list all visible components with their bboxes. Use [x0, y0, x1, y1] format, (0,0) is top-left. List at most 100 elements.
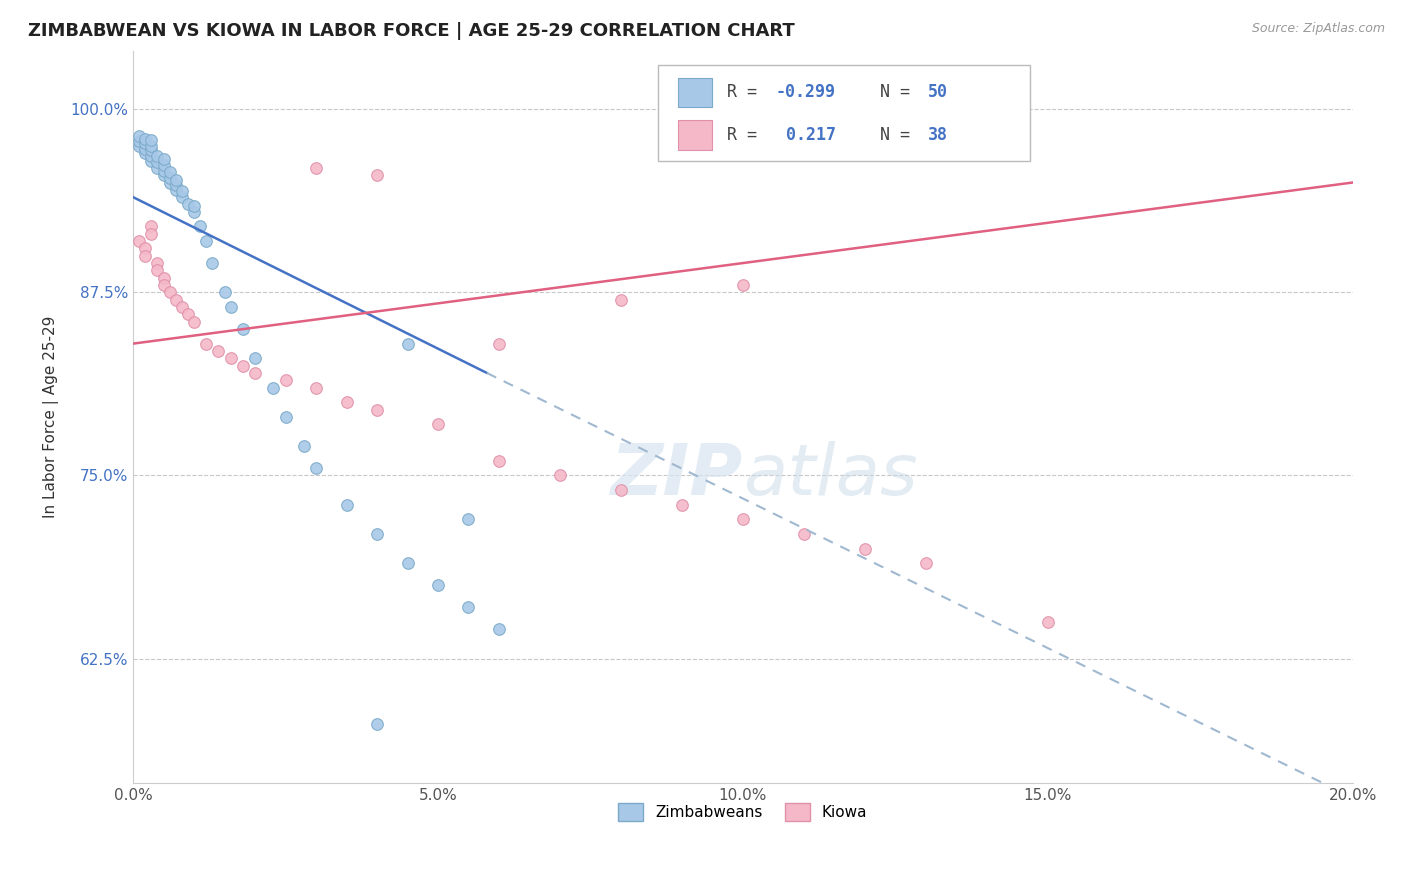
Point	[243, 366, 266, 380]
Point	[152, 168, 174, 182]
Point	[214, 285, 236, 300]
Point	[201, 256, 224, 270]
Point	[207, 343, 229, 358]
Point	[165, 178, 187, 193]
Point	[427, 578, 450, 592]
Point	[335, 395, 357, 409]
Point	[146, 263, 169, 277]
Point	[141, 219, 163, 234]
Point	[366, 402, 388, 417]
Point	[610, 293, 633, 307]
Text: R =: R =	[727, 84, 768, 102]
Point	[183, 204, 205, 219]
Text: Source: ZipAtlas.com: Source: ZipAtlas.com	[1251, 22, 1385, 36]
Point	[128, 128, 150, 143]
Point	[335, 498, 357, 512]
Point	[853, 541, 876, 556]
Point	[159, 171, 181, 186]
Point	[146, 161, 169, 175]
Text: -0.299: -0.299	[776, 84, 835, 102]
Point	[731, 512, 754, 526]
Point	[177, 197, 200, 211]
Bar	[678, 120, 713, 150]
Text: 0.217: 0.217	[776, 126, 835, 144]
Point	[457, 512, 479, 526]
Point	[671, 498, 693, 512]
Point	[165, 172, 187, 186]
Point	[305, 161, 328, 175]
Point	[195, 336, 218, 351]
Point	[183, 199, 205, 213]
Text: ZIMBABWEAN VS KIOWA IN LABOR FORCE | AGE 25-29 CORRELATION CHART: ZIMBABWEAN VS KIOWA IN LABOR FORCE | AGE…	[28, 22, 794, 40]
Point	[141, 153, 163, 168]
Text: N =: N =	[880, 84, 920, 102]
Point	[195, 234, 218, 248]
Point	[292, 439, 315, 453]
Text: atlas: atlas	[742, 441, 918, 510]
Point	[610, 483, 633, 497]
Point	[165, 183, 187, 197]
Point	[152, 163, 174, 178]
Point	[170, 190, 193, 204]
Point	[488, 336, 510, 351]
Point	[128, 135, 150, 149]
Point	[731, 278, 754, 293]
Point	[170, 300, 193, 314]
FancyBboxPatch shape	[658, 65, 1029, 161]
Point	[152, 158, 174, 172]
Point	[146, 149, 169, 163]
Point	[305, 461, 328, 475]
Legend: Zimbabweans, Kiowa: Zimbabweans, Kiowa	[612, 797, 873, 827]
Point	[152, 270, 174, 285]
Point	[219, 351, 242, 366]
Point	[146, 155, 169, 169]
Point	[165, 293, 187, 307]
Point	[141, 139, 163, 153]
Point	[1036, 615, 1059, 629]
Text: 38: 38	[928, 126, 948, 144]
Point	[183, 315, 205, 329]
Point	[915, 557, 938, 571]
Point	[159, 165, 181, 179]
Y-axis label: In Labor Force | Age 25-29: In Labor Force | Age 25-29	[44, 316, 59, 518]
Point	[134, 241, 156, 255]
Point	[305, 380, 328, 394]
Point	[548, 468, 571, 483]
Point	[170, 184, 193, 198]
Point	[152, 152, 174, 166]
Point	[427, 417, 450, 432]
Point	[141, 227, 163, 241]
Point	[243, 351, 266, 366]
Point	[366, 717, 388, 731]
Text: ZIP: ZIP	[610, 441, 742, 510]
Point	[134, 249, 156, 263]
Point	[159, 176, 181, 190]
Point	[141, 143, 163, 157]
Bar	[678, 78, 713, 107]
Point	[128, 234, 150, 248]
Point	[366, 527, 388, 541]
Point	[134, 142, 156, 156]
Point	[488, 454, 510, 468]
Text: 50: 50	[928, 84, 948, 102]
Point	[219, 300, 242, 314]
Point	[793, 527, 815, 541]
Point	[232, 322, 254, 336]
Point	[232, 359, 254, 373]
Point	[488, 622, 510, 636]
Point	[177, 307, 200, 321]
Point	[262, 380, 284, 394]
Point	[128, 139, 150, 153]
Point	[134, 136, 156, 150]
Point	[159, 285, 181, 300]
Point	[274, 373, 297, 387]
Point	[134, 131, 156, 145]
Point	[134, 146, 156, 161]
Point	[141, 133, 163, 147]
Point	[274, 409, 297, 424]
Point	[152, 278, 174, 293]
Point	[188, 219, 211, 234]
Point	[141, 149, 163, 163]
Text: R =: R =	[727, 126, 778, 144]
Point	[366, 168, 388, 182]
